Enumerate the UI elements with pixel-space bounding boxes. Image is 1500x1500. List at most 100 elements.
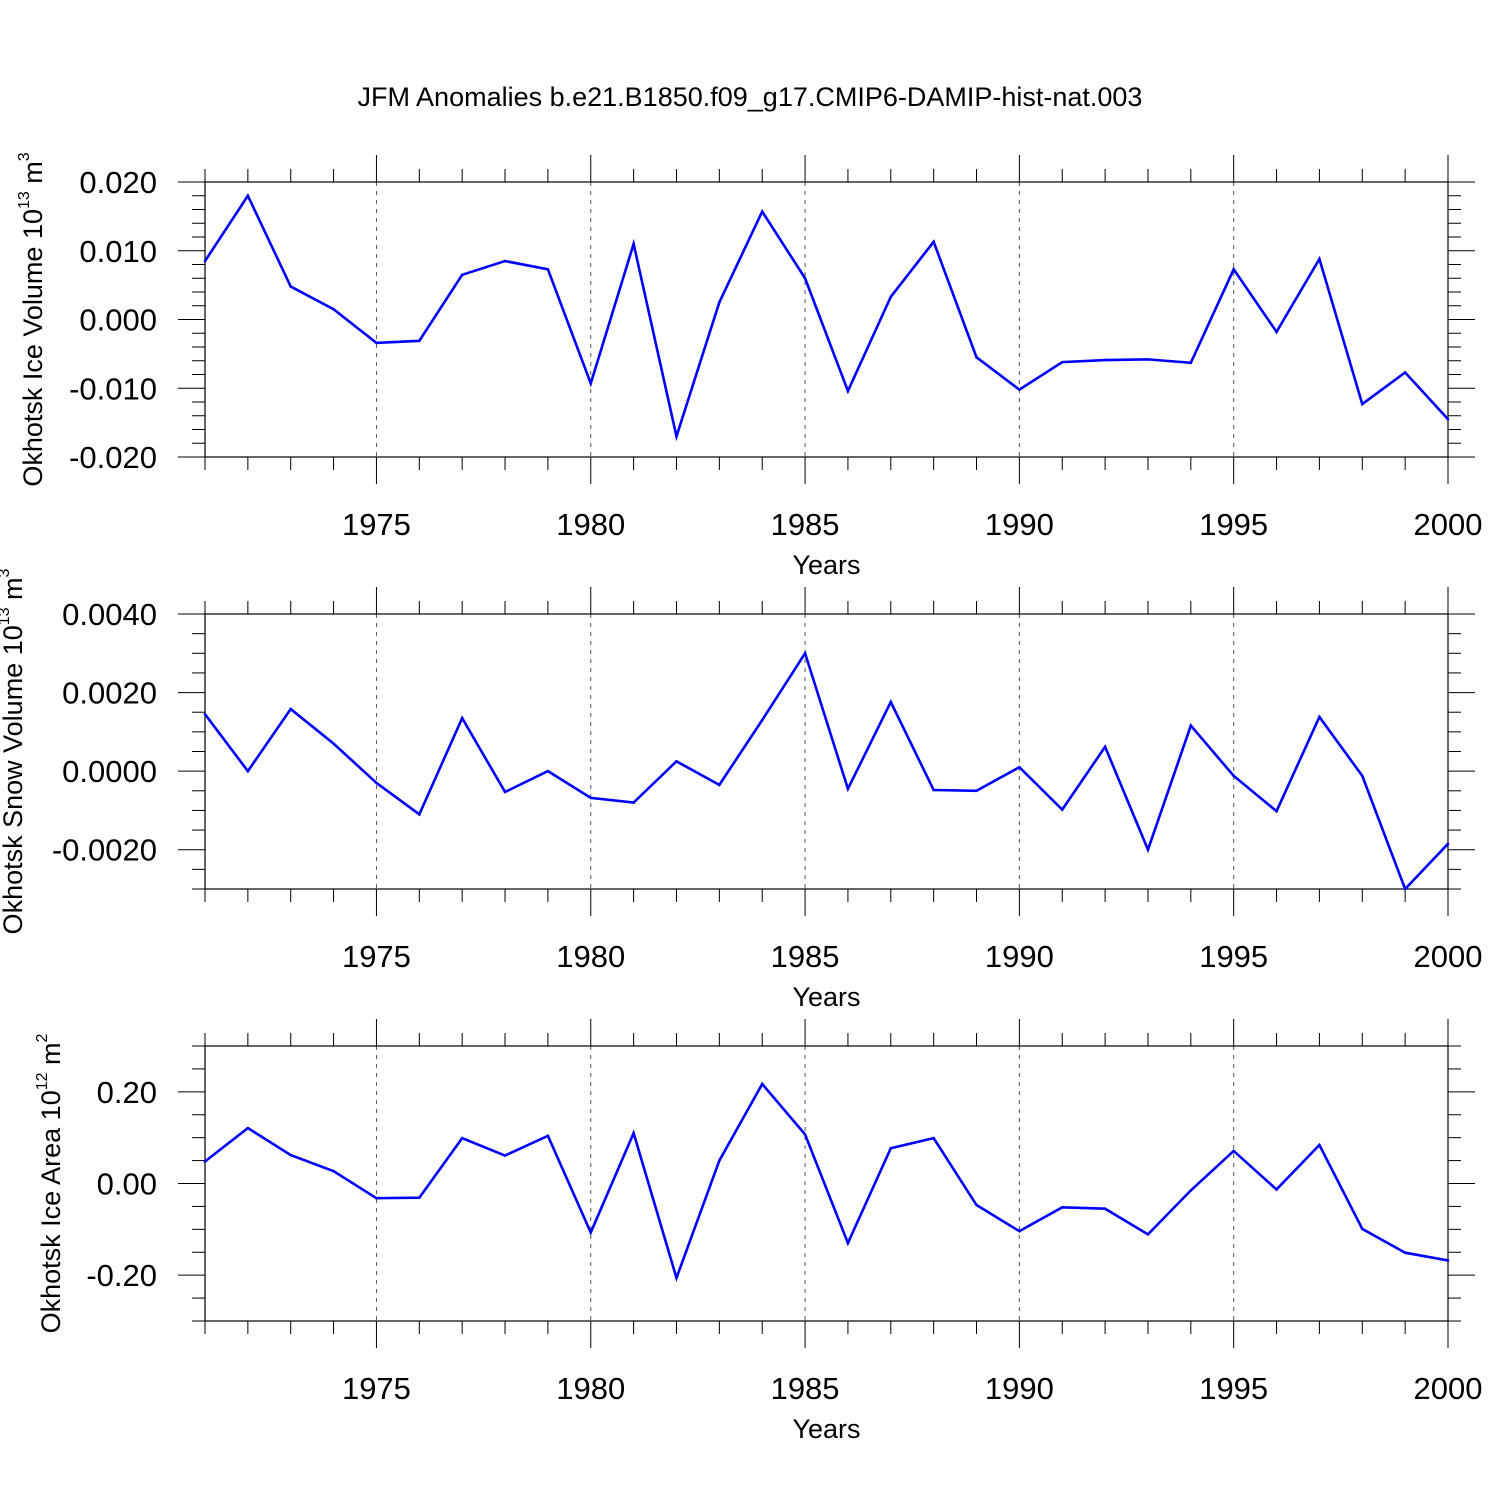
x-tick-label: 1985 <box>771 939 840 974</box>
data-point <box>1189 724 1193 727</box>
y-tick-label: 0.000 <box>79 303 157 338</box>
data-point <box>589 796 593 800</box>
y-axis-label-exponent: 13 <box>0 607 13 625</box>
data-point <box>889 1146 893 1150</box>
series-line <box>205 1081 1448 1283</box>
data-point <box>975 789 978 793</box>
y-tick-label: 0.0020 <box>62 676 157 711</box>
data-point <box>932 240 935 244</box>
data-point <box>1446 1259 1450 1262</box>
y-axis-label: Okhotsk Ice Volume 1013 m3 <box>16 152 48 486</box>
x-tick-label: 1975 <box>342 1371 411 1406</box>
y-tick-label: 0.0000 <box>62 754 157 789</box>
data-point <box>675 1276 678 1280</box>
data-point <box>1146 358 1150 361</box>
y-tick-label: 0.010 <box>79 234 157 269</box>
y-tick-label: 0.0040 <box>62 597 157 632</box>
plot-frame <box>204 1045 1449 1322</box>
y-axis-label-unit-exponent: 3 <box>0 568 13 577</box>
data-point <box>1360 402 1364 406</box>
data-point <box>460 273 464 277</box>
data-point <box>932 1136 935 1140</box>
x-axis-label: Years <box>792 550 860 580</box>
data-point <box>332 307 335 311</box>
data-point <box>332 742 335 745</box>
data-point <box>246 194 250 198</box>
data-point <box>760 718 764 722</box>
data-point <box>846 787 850 791</box>
data-point <box>1060 1206 1064 1209</box>
y-axis-label-unit: m <box>36 1042 66 1072</box>
plot-frame <box>204 181 1449 458</box>
data-point <box>889 700 893 704</box>
x-tick-label: 2000 <box>1414 939 1483 974</box>
x-tick-label: 2000 <box>1414 1371 1483 1406</box>
data-point <box>503 1154 507 1157</box>
x-tick-label: 1975 <box>342 939 411 974</box>
data-point <box>1318 1143 1321 1147</box>
data-point <box>546 1134 550 1138</box>
data-point <box>1103 358 1107 362</box>
y-axis-label-text: Okhotsk Snow Volume 10 <box>0 625 28 934</box>
data-point <box>460 1136 464 1140</box>
data-point <box>1018 1229 1021 1233</box>
x-tick-label: 1995 <box>1199 1371 1268 1406</box>
data-point <box>718 1159 721 1162</box>
data-point <box>760 210 764 213</box>
data-point <box>932 788 935 792</box>
x-tick-label: 1995 <box>1199 507 1268 542</box>
x-tick-label: 2000 <box>1414 507 1483 542</box>
data-point <box>632 801 635 804</box>
data-point <box>1403 1251 1407 1255</box>
data-point <box>1189 1189 1193 1192</box>
data-point <box>460 716 464 720</box>
data-point <box>760 1082 764 1086</box>
y-tick-label: 0.00 <box>97 1167 157 1202</box>
data-point <box>203 712 207 716</box>
y-axis-label-exponent: 13 <box>16 191 33 209</box>
x-tick-label: 1990 <box>985 939 1054 974</box>
data-point <box>1275 330 1278 334</box>
plot-frame <box>204 613 1449 890</box>
data-point <box>1189 361 1193 365</box>
data-point <box>803 1133 807 1136</box>
data-point <box>718 301 721 304</box>
data-point <box>846 1241 850 1245</box>
data-point <box>846 389 850 393</box>
x-tick-label: 1980 <box>556 507 625 542</box>
data-point <box>289 1153 293 1157</box>
chart-panel-2: 1975 1980 1985 1990 1995 2000 Years -0.0020 0.00… <box>0 568 1482 1012</box>
data-point <box>203 1160 207 1163</box>
y-axis-label: Okhotsk Ice Area 1012 m2 <box>34 1033 66 1333</box>
data-point <box>1403 887 1407 891</box>
y-tick-label: 0.020 <box>79 165 157 200</box>
x-tick-label: 1975 <box>342 507 411 542</box>
chart-panel-1: 1975 1980 1985 1990 1995 2000 Years -0.020 -0.01… <box>16 152 1482 580</box>
data-point <box>203 259 207 263</box>
data-point <box>589 1231 593 1234</box>
data-point <box>1360 774 1364 778</box>
x-tick-label: 1980 <box>556 939 625 974</box>
y-axis-label-unit-exponent: 2 <box>34 1033 51 1042</box>
data-point <box>632 242 635 246</box>
x-tick-label: 1985 <box>771 1371 840 1406</box>
data-point <box>289 707 293 711</box>
y-axis-label-unit: m <box>0 577 28 607</box>
y-tick-label: 0.20 <box>97 1075 157 1110</box>
data-point <box>1232 1149 1235 1153</box>
y-axis-label-text: Okhotsk Ice Area 10 <box>36 1090 66 1333</box>
data-point <box>1275 809 1278 813</box>
data-point <box>546 268 550 271</box>
data-point <box>1318 715 1321 719</box>
data-point <box>375 1196 378 1200</box>
data-point <box>1232 268 1235 271</box>
x-tick-label: 1990 <box>985 1371 1054 1406</box>
x-tick-label: 1990 <box>985 507 1054 542</box>
y-axis-label: Okhotsk Snow Volume 1013 m3 <box>0 568 28 934</box>
data-point <box>332 1169 335 1173</box>
y-axis-label-text: Okhotsk Ice Volume 10 <box>18 209 48 487</box>
data-point <box>889 295 893 299</box>
data-point <box>375 341 378 345</box>
y-axis-label-unit-exponent: 3 <box>16 152 33 161</box>
data-point <box>1232 774 1235 778</box>
